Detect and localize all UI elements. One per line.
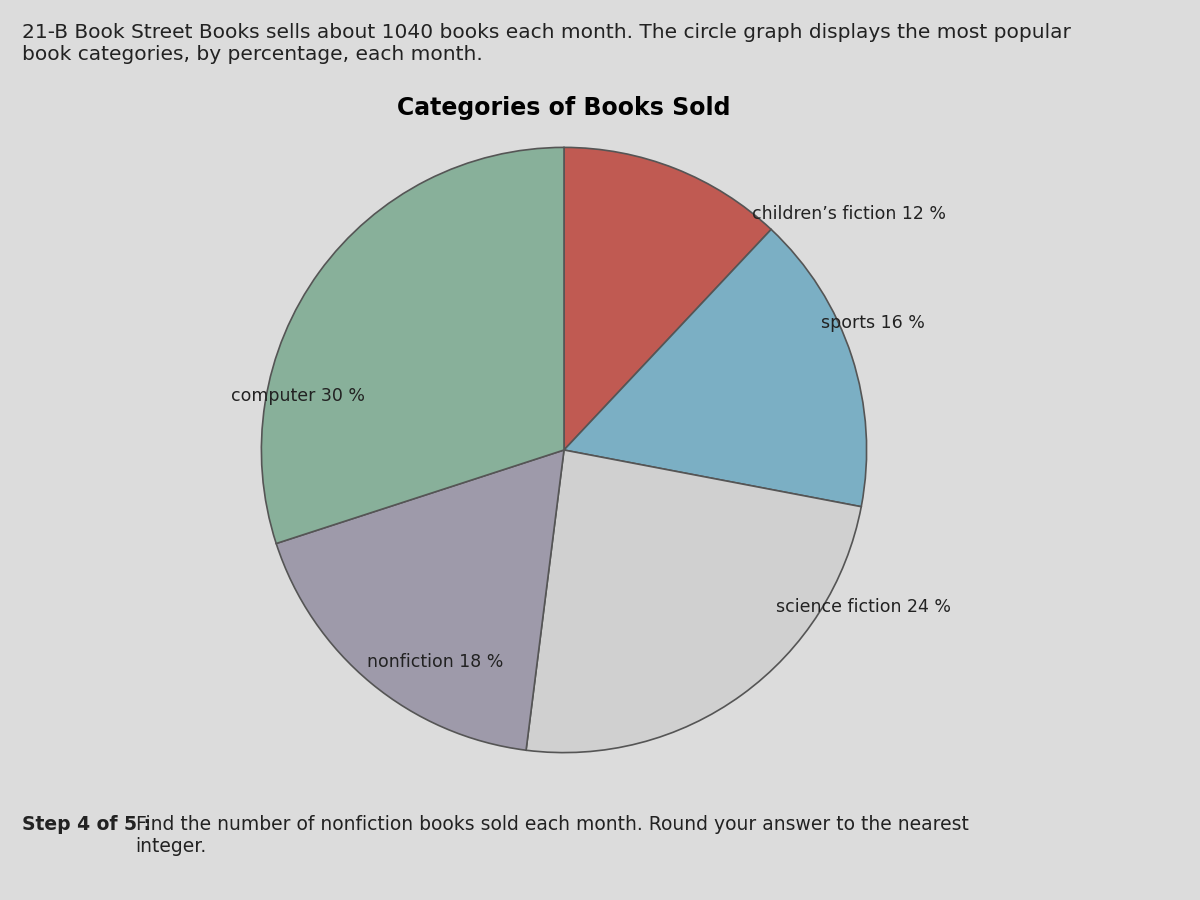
Wedge shape	[564, 148, 772, 450]
Text: nonfiction 18 %: nonfiction 18 %	[367, 652, 504, 670]
Text: Step 4 of 5 :: Step 4 of 5 :	[22, 814, 157, 833]
Text: children’s fiction 12 %: children’s fiction 12 %	[751, 205, 946, 223]
Text: sports 16 %: sports 16 %	[821, 314, 925, 332]
Wedge shape	[276, 450, 564, 751]
Wedge shape	[262, 148, 564, 544]
Text: 21-B Book Street Books sells about 1040 books each month. The circle graph displ: 21-B Book Street Books sells about 1040 …	[22, 22, 1070, 64]
Wedge shape	[564, 230, 866, 507]
Title: Categories of Books Sold: Categories of Books Sold	[397, 95, 731, 120]
Wedge shape	[526, 450, 862, 752]
Text: Find the number of nonfiction books sold each month. Round your answer to the ne: Find the number of nonfiction books sold…	[136, 814, 968, 856]
Text: computer 30 %: computer 30 %	[232, 386, 365, 404]
Text: science fiction 24 %: science fiction 24 %	[776, 598, 950, 616]
